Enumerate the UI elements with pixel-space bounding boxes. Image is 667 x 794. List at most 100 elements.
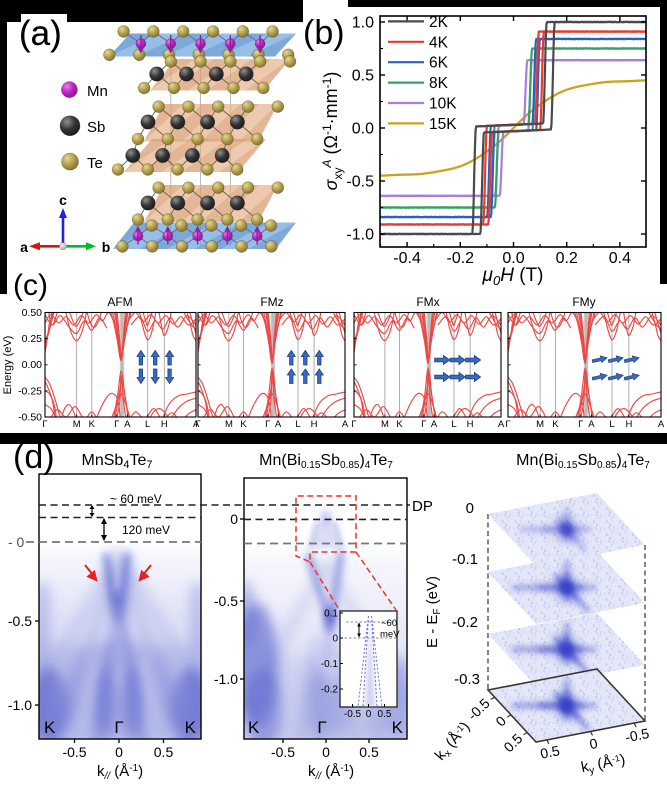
- svg-text:-0.5: -0.5: [62, 744, 86, 760]
- svg-text:0: 0: [466, 500, 474, 517]
- svg-text:Γ: Γ: [114, 419, 119, 430]
- svg-text:4K: 4K: [429, 34, 449, 51]
- svg-text:0.00: 0.00: [22, 359, 43, 371]
- svg-text:A: A: [498, 419, 505, 430]
- svg-text:- 0: - 0: [8, 534, 25, 550]
- svg-text:L: L: [295, 419, 300, 430]
- svg-text:Γ: Γ: [578, 419, 583, 430]
- svg-text:K: K: [44, 718, 56, 737]
- svg-text:k// (Å-1): k// (Å-1): [308, 763, 354, 782]
- svg-text:-0.50: -0.50: [18, 412, 42, 424]
- svg-text:M: M: [73, 419, 81, 430]
- svg-text:~ 60 meV: ~ 60 meV: [110, 492, 162, 506]
- svg-text:2K: 2K: [429, 14, 449, 31]
- svg-text:0.50: 0.50: [22, 307, 43, 319]
- svg-text:-1.0: -1.0: [8, 697, 32, 713]
- svg-text:Sb: Sb: [87, 119, 105, 136]
- svg-text:c: c: [59, 192, 67, 208]
- svg-text:0: 0: [322, 744, 330, 760]
- svg-text:DP: DP: [412, 498, 433, 515]
- svg-text:(c): (c): [13, 269, 48, 302]
- svg-text:6K: 6K: [429, 55, 449, 72]
- svg-text:H: H: [625, 419, 632, 430]
- svg-text:-0.5: -0.5: [344, 709, 362, 720]
- svg-text:M: M: [381, 419, 389, 430]
- svg-text:0.4: 0.4: [609, 250, 631, 267]
- svg-text:K: K: [89, 419, 96, 430]
- svg-text:K: K: [248, 718, 260, 737]
- svg-text:0.5: 0.5: [539, 742, 561, 761]
- svg-text:Γ: Γ: [114, 718, 123, 737]
- svg-text:Te: Te: [87, 155, 103, 172]
- svg-text:Γ: Γ: [195, 419, 200, 430]
- svg-text:(a): (a): [19, 14, 62, 53]
- svg-text:Γ: Γ: [42, 419, 47, 430]
- svg-text:120 meV: 120 meV: [122, 523, 170, 537]
- svg-text:A: A: [342, 419, 349, 430]
- svg-text:(b): (b): [303, 14, 345, 52]
- svg-text:0.0: 0.0: [502, 250, 524, 267]
- svg-text:-0.5: -0.5: [624, 725, 651, 745]
- svg-text:Γ: Γ: [317, 718, 326, 737]
- svg-text:-0.5: -0.5: [214, 593, 238, 609]
- svg-text:-0.1: -0.1: [452, 551, 478, 568]
- svg-text:(d): (d): [13, 438, 55, 476]
- svg-text:A: A: [658, 419, 665, 430]
- svg-text:Γ: Γ: [265, 419, 270, 430]
- svg-text:A: A: [588, 419, 595, 430]
- svg-text:Mn(Bi0.15Sb0.85)4Te7: Mn(Bi0.15Sb0.85)4Te7: [259, 452, 393, 471]
- svg-text:0: 0: [115, 744, 123, 760]
- svg-text:0.2: 0.2: [556, 250, 578, 267]
- svg-text:0.1: 0.1: [324, 609, 338, 620]
- svg-text:0: 0: [588, 735, 599, 752]
- svg-text:-0.2: -0.2: [452, 614, 478, 631]
- svg-text:-0.1: -0.1: [321, 659, 339, 670]
- svg-text:Γ: Γ: [421, 419, 426, 430]
- svg-text:H: H: [311, 419, 318, 430]
- svg-text:-0.5: -0.5: [271, 744, 295, 760]
- svg-text:L: L: [145, 419, 150, 430]
- svg-text:-1.0: -1.0: [346, 227, 374, 244]
- svg-text:1.0: 1.0: [352, 15, 374, 32]
- svg-text:-0.25: -0.25: [18, 385, 42, 397]
- svg-text:-1.0: -1.0: [214, 671, 238, 687]
- svg-text:FMy: FMy: [572, 295, 595, 309]
- svg-text:~60: ~60: [381, 618, 397, 629]
- svg-text:A: A: [275, 419, 282, 430]
- svg-text:E - EF (eV): E - EF (eV): [424, 576, 443, 648]
- svg-text:μ0H (T): μ0H (T): [482, 265, 544, 288]
- svg-text:K: K: [185, 718, 197, 737]
- svg-text:-0.5: -0.5: [8, 613, 32, 629]
- svg-text:8K: 8K: [429, 75, 449, 92]
- svg-text:MnSb4Te7: MnSb4Te7: [82, 452, 153, 471]
- svg-text:10K: 10K: [429, 96, 457, 113]
- svg-text:A: A: [193, 419, 200, 430]
- svg-text:-0.2: -0.2: [447, 250, 475, 267]
- svg-text:FMz: FMz: [260, 295, 283, 309]
- svg-text:K: K: [396, 419, 403, 430]
- svg-text:0.5: 0.5: [352, 68, 374, 85]
- svg-text:0.0: 0.0: [352, 121, 374, 138]
- svg-text:0: 0: [366, 709, 372, 720]
- svg-text:A: A: [431, 419, 438, 430]
- svg-text:H: H: [161, 419, 168, 430]
- svg-text:AFM: AFM: [107, 295, 132, 309]
- svg-text:meV: meV: [380, 629, 400, 640]
- svg-text:0: 0: [230, 511, 238, 527]
- svg-text:a: a: [20, 239, 28, 255]
- svg-text:K: K: [552, 419, 559, 430]
- svg-text:0: 0: [332, 634, 338, 645]
- svg-text:M: M: [536, 419, 544, 430]
- svg-text:0.5: 0.5: [154, 744, 174, 760]
- svg-text:A: A: [124, 419, 131, 430]
- svg-text:Mn(Bi0.15Sb0.85)4Te7: Mn(Bi0.15Sb0.85)4Te7: [516, 452, 650, 471]
- svg-text:H: H: [467, 419, 474, 430]
- svg-text:L: L: [451, 419, 456, 430]
- svg-text:FMx: FMx: [416, 295, 439, 309]
- svg-text:-0.2: -0.2: [321, 685, 339, 696]
- svg-text:Energy (eV): Energy (eV): [2, 336, 14, 395]
- svg-text:-0.4: -0.4: [393, 250, 421, 267]
- svg-text:0.5: 0.5: [359, 744, 379, 760]
- svg-text:K: K: [240, 419, 247, 430]
- svg-text:L: L: [609, 419, 614, 430]
